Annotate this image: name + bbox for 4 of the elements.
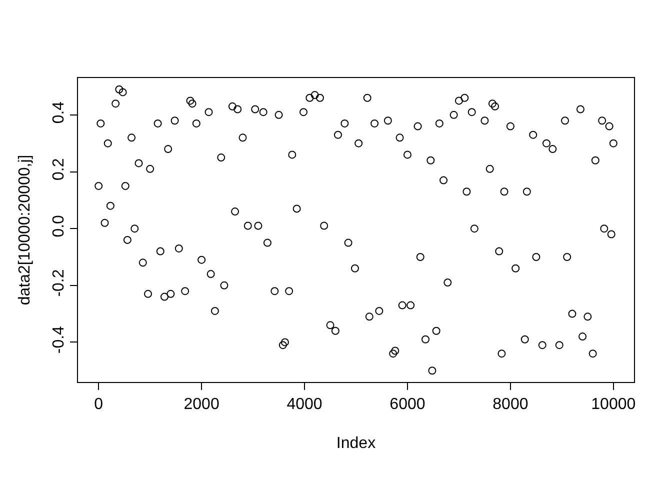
x-tick-label: 8000 bbox=[492, 396, 528, 414]
y-tick-label: 0.4 bbox=[50, 101, 68, 124]
x-tick-label: 10000 bbox=[591, 396, 636, 414]
x-tick-label: 6000 bbox=[390, 396, 426, 414]
